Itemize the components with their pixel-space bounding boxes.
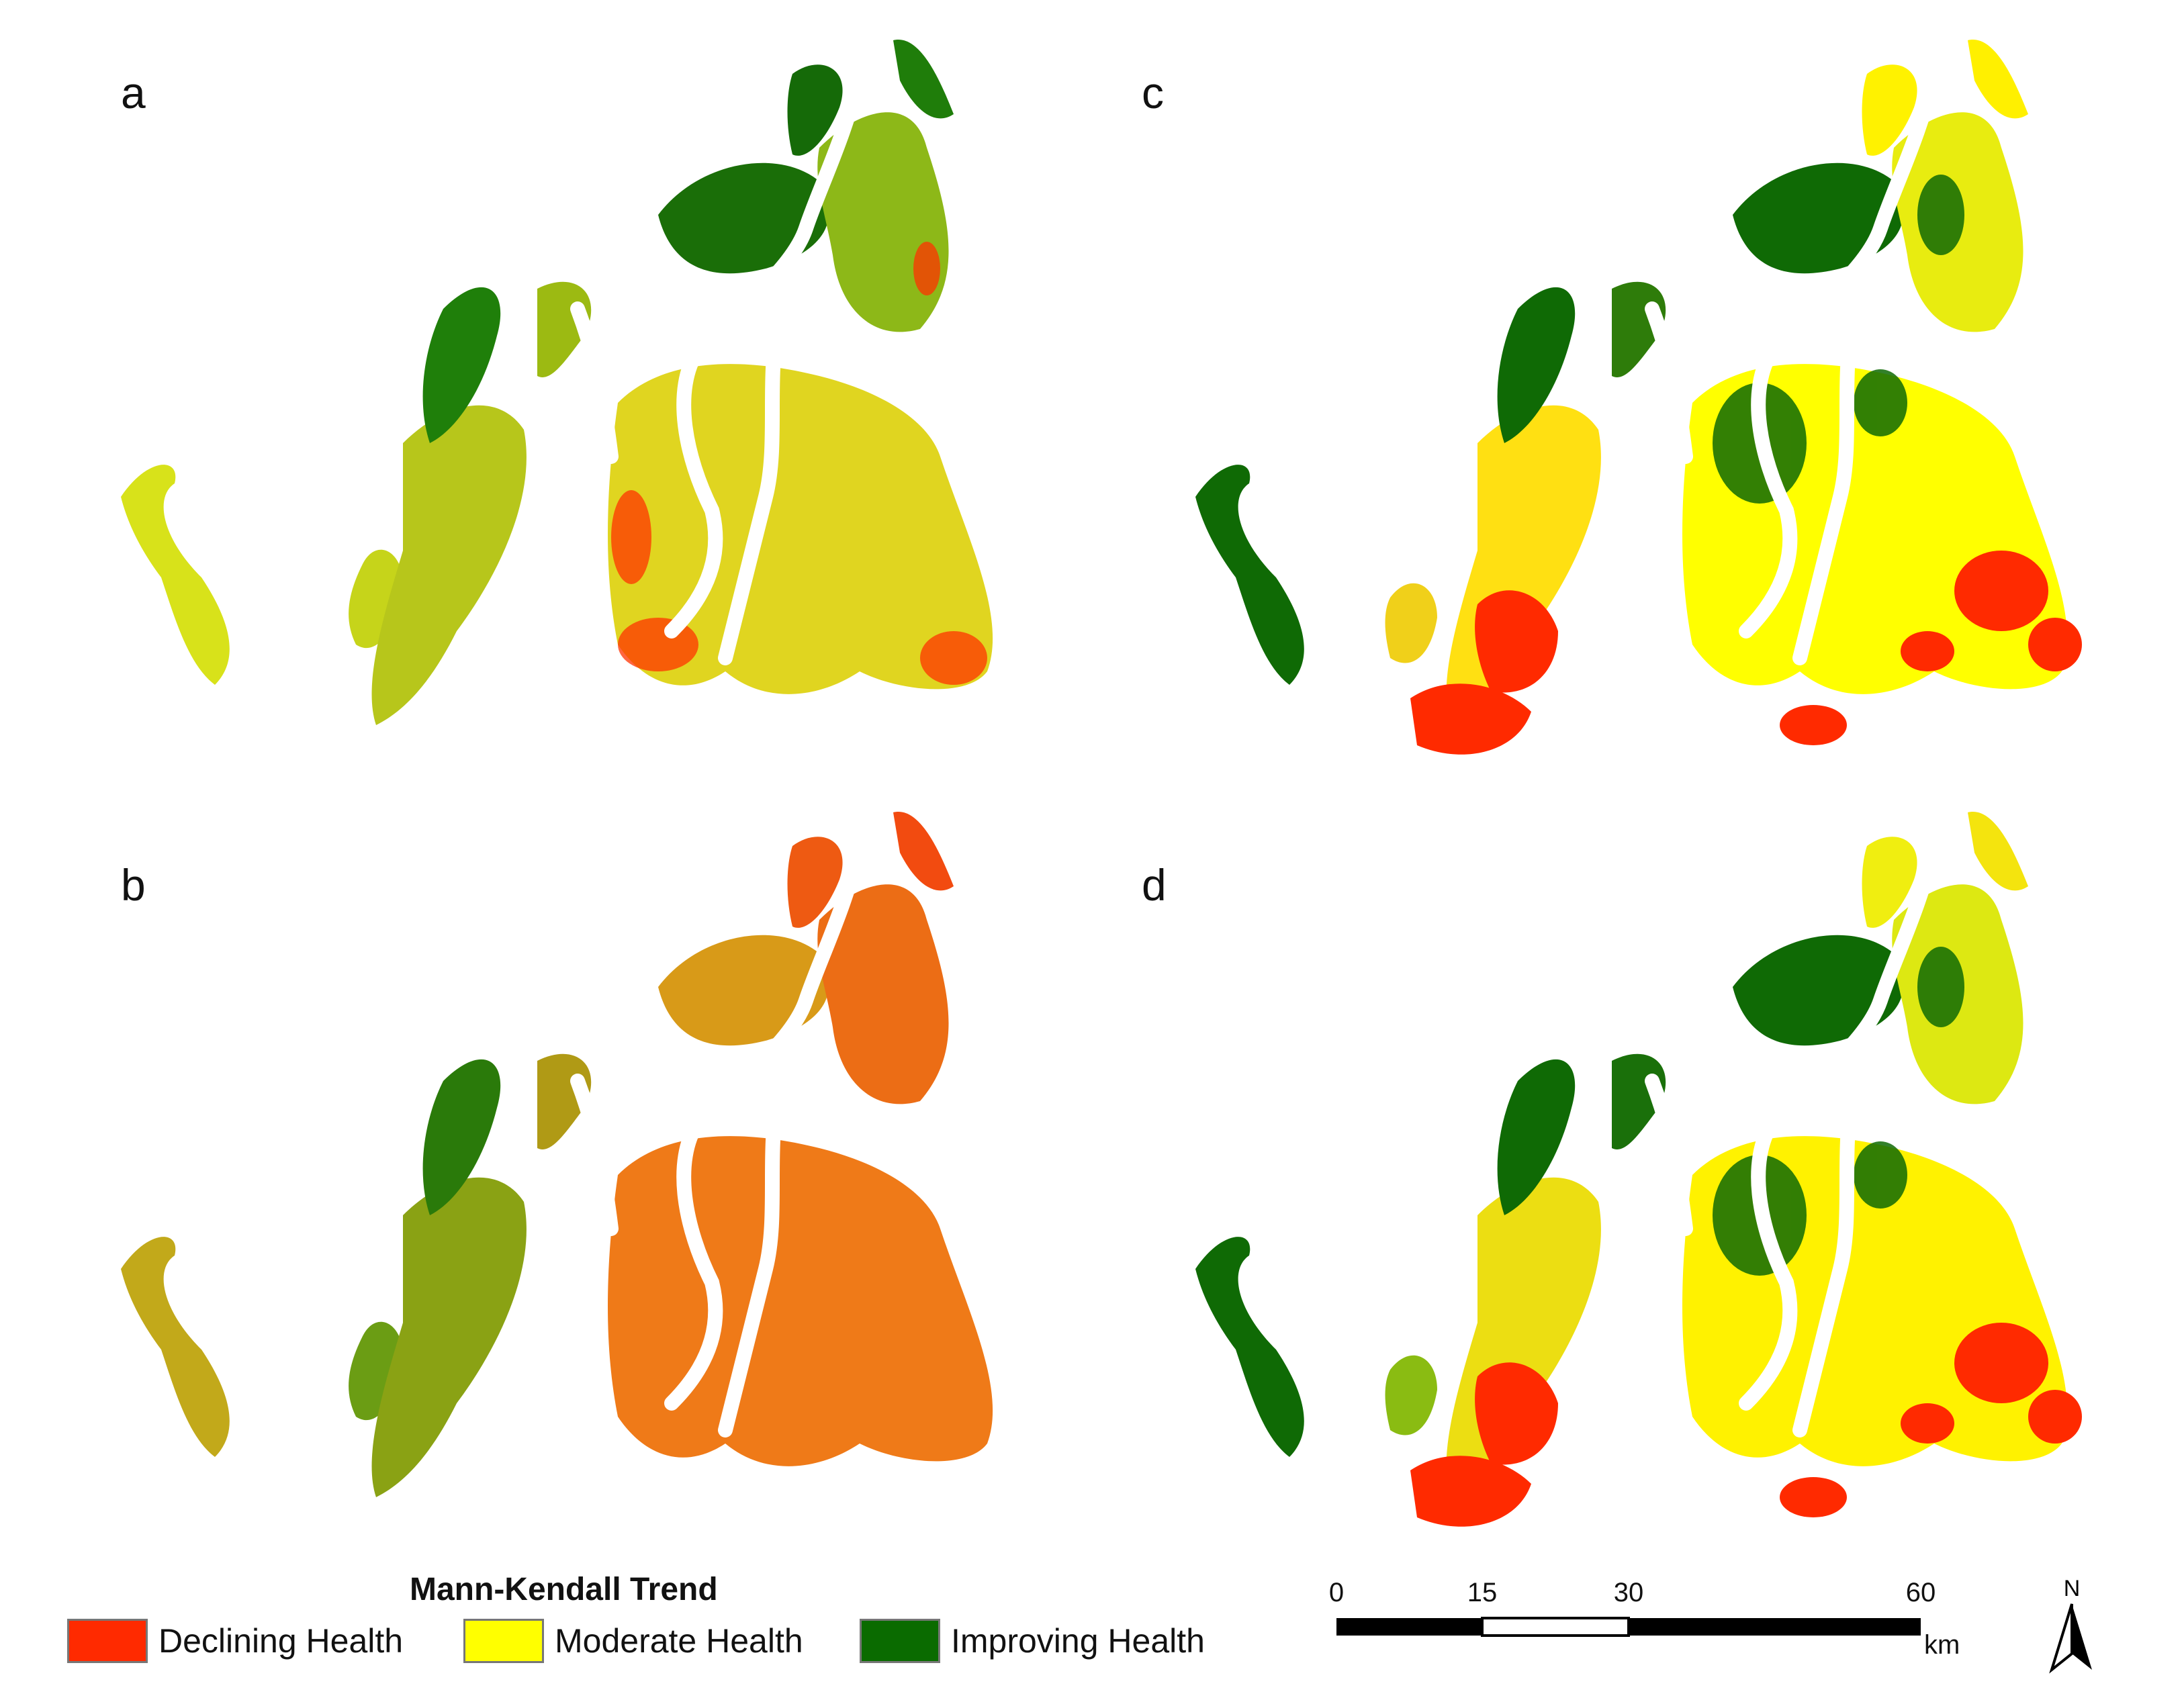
red-patches-d bbox=[1780, 1323, 2082, 1517]
scale-bar: 0 15 30 60 km bbox=[1316, 1578, 1988, 1679]
scale-bar-graphic bbox=[1336, 1617, 1921, 1637]
map-c-svg bbox=[1195, 40, 2082, 755]
landmass-b bbox=[121, 812, 993, 1497]
legend-label-moderate: Moderate Health bbox=[555, 1622, 803, 1660]
map-panel-c: c bbox=[1101, 27, 2149, 786]
legend-swatch-declining bbox=[67, 1619, 148, 1663]
scale-tick-0: 0 bbox=[1328, 1578, 1345, 1607]
map-b-svg bbox=[121, 812, 993, 1497]
map-panel-b: b bbox=[27, 799, 1075, 1558]
scale-segment-1 bbox=[1336, 1618, 1482, 1636]
red-patches-c bbox=[1780, 551, 2082, 745]
map-panel-a: a bbox=[27, 27, 1075, 786]
legend-swatch-moderate bbox=[463, 1619, 544, 1663]
map-d-svg bbox=[1195, 812, 2082, 1527]
north-arrow: N bbox=[2042, 1574, 2102, 1675]
rivers-a bbox=[570, 66, 867, 665]
legend-swatch-improving bbox=[860, 1619, 940, 1663]
map-a-svg bbox=[121, 40, 993, 725]
scale-tick-30: 30 bbox=[1613, 1578, 1644, 1607]
legend-item-improving: Improving Health bbox=[860, 1617, 1205, 1665]
rivers-d bbox=[1645, 839, 1942, 1437]
scale-tick-60: 60 bbox=[1905, 1578, 1936, 1607]
scale-segment-2 bbox=[1481, 1617, 1630, 1637]
legend-item-declining: Declining Health bbox=[67, 1617, 403, 1665]
legend: Mann-Kendall Trend Declining Health Mode… bbox=[67, 1571, 1276, 1679]
panel-label-b: b bbox=[121, 860, 146, 910]
scale-segment-3 bbox=[1629, 1618, 1921, 1636]
panel-label-d: d bbox=[1142, 860, 1167, 910]
landmass-a bbox=[121, 40, 993, 725]
rivers-c bbox=[1645, 66, 1942, 665]
scale-tick-15: 15 bbox=[1467, 1578, 1498, 1607]
legend-label-improving: Improving Health bbox=[951, 1622, 1205, 1660]
panel-label-a: a bbox=[121, 68, 146, 117]
north-arrow-icon: N bbox=[2049, 1576, 2092, 1674]
panel-label-c: c bbox=[1142, 68, 1164, 117]
map-panel-d: d bbox=[1101, 799, 2149, 1558]
rivers-b bbox=[570, 839, 867, 1437]
legend-item-moderate: Moderate Health bbox=[463, 1617, 803, 1665]
legend-title: Mann-Kendall Trend bbox=[410, 1572, 718, 1607]
scale-unit: km bbox=[1924, 1630, 1960, 1660]
north-label: N bbox=[2064, 1576, 2081, 1601]
legend-label-declining: Declining Health bbox=[158, 1622, 404, 1660]
